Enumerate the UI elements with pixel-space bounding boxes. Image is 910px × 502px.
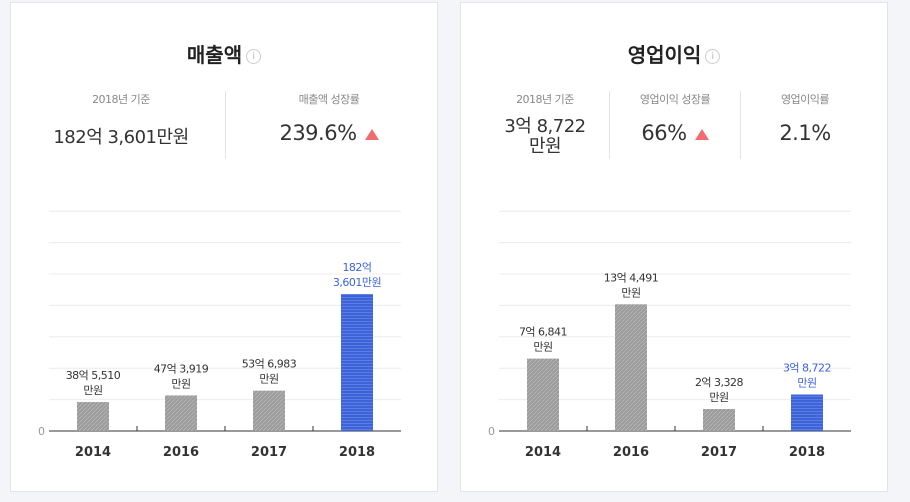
divider: [225, 91, 226, 159]
data-label: 만원: [709, 391, 728, 404]
bar-2014: [527, 358, 559, 431]
x-tick-label: 2018: [789, 445, 825, 460]
trend-up-icon: [364, 128, 379, 140]
divider: [609, 91, 610, 159]
x-tick-label: 2017: [701, 445, 737, 460]
bar-2014: [77, 402, 109, 431]
divider: [740, 91, 741, 159]
stat-base: 2018년 기준 182억 3,601만원: [21, 91, 221, 149]
data-label: 만원: [797, 377, 816, 390]
data-label: 2억 3,328: [695, 376, 744, 389]
stat-margin: 영업이익률 2.1%: [741, 91, 869, 145]
stat-value-line2: 만원: [528, 136, 562, 157]
bar-2018: [791, 394, 823, 431]
stat-value: 182억 3,601만원: [53, 127, 189, 148]
stat-label: 2018년 기준: [92, 93, 150, 106]
card-title: 매출액 i: [11, 39, 437, 68]
operating-profit-card: 영업이익 i 2018년 기준 3억 8,722 만원 영업이익 성장률 66% 영…: [460, 2, 888, 492]
data-label: 13억 4,491: [604, 271, 659, 284]
trend-up-icon: [694, 128, 709, 140]
bar-2017: [703, 409, 735, 431]
info-icon[interactable]: i: [246, 49, 262, 64]
stat-label: 2018년 기준: [516, 93, 574, 106]
x-tick-label: 2016: [613, 445, 649, 460]
revenue-card: 매출액 i 2018년 기준 182억 3,601만원 매출액 성장률 239.6…: [10, 2, 438, 492]
bar-2016: [165, 395, 197, 431]
x-tick-label: 2017: [251, 445, 287, 460]
y-tick-label: 0: [488, 425, 495, 438]
stat-label: 영업이익 성장률: [639, 93, 711, 106]
data-label: 38억 5,510: [66, 369, 121, 382]
stat-label: 매출액 성장률: [298, 93, 360, 106]
x-tick-label: 2016: [163, 445, 199, 460]
bar-2018: [341, 294, 373, 431]
data-label: 3,601만원: [333, 276, 381, 289]
stat-label: 영업이익률: [780, 93, 830, 106]
data-label: 3억 8,722: [783, 362, 831, 375]
data-label: 만원: [259, 373, 278, 386]
x-tick-label: 2018: [339, 445, 375, 460]
x-tick-label: 2014: [525, 445, 561, 460]
stat-value: 239.6%: [279, 121, 357, 145]
data-label: 182억: [342, 261, 371, 274]
stat-value: 66%: [641, 121, 687, 145]
data-label: 만원: [171, 377, 190, 390]
stat-base: 2018년 기준 3억 8,722 만원: [481, 91, 609, 157]
operating-profit-chart: 0 7억 6,841 만원 2014 13억 4,491 만원 2016 2억 3,328 만원…: [488, 210, 851, 460]
revenue-chart: 0 38억 5,510 만원 2014 47억 3,919 만원 2016 53억 6,983…: [38, 210, 401, 460]
bar-2016: [615, 304, 647, 431]
y-tick-label: 0: [38, 425, 45, 438]
data-label: 7억 6,841: [519, 326, 567, 339]
card-title: 영업이익 i: [461, 39, 887, 68]
info-icon[interactable]: i: [705, 49, 721, 64]
data-label: 47억 3,919: [154, 362, 209, 375]
stat-growth: 영업이익 성장률 66%: [611, 91, 739, 145]
data-label: 만원: [621, 286, 640, 299]
data-label: 53억 6,983: [242, 358, 297, 371]
stat-growth: 매출액 성장률 239.6%: [229, 91, 429, 145]
bar-2017: [253, 390, 285, 431]
x-tick-label: 2014: [75, 445, 111, 460]
data-label: 만원: [83, 384, 102, 397]
stat-value-line1: 3억 8,722: [504, 116, 586, 137]
stat-value: 2.1%: [779, 121, 831, 145]
data-label: 만원: [533, 341, 552, 354]
